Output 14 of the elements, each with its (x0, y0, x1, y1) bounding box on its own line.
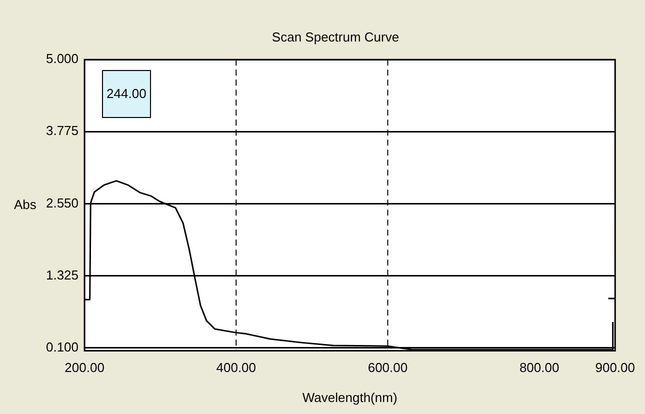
y-tick-label: 2.550 (46, 195, 79, 210)
x-tick-label: 600.00 (368, 360, 408, 376)
x-tick-label: 400.00 (216, 360, 256, 376)
y-tick-label: 1.325 (46, 267, 79, 282)
x-tick-label: 800.00 (519, 360, 560, 376)
chart-title: Scan Spectrum Curve (272, 29, 400, 44)
y-tick-label: 0.100 (46, 339, 79, 354)
y-axis-title: Abs (14, 196, 37, 212)
label-box: 244.00 (102, 70, 152, 118)
x-tick-label: 200.00 (64, 360, 104, 376)
x-axis-title: Wavelength(nm) (302, 390, 398, 405)
y-tick-label: 3.775 (46, 123, 79, 138)
x-tick-label: 900.00 (595, 360, 635, 376)
y-tick-label: 5.000 (46, 51, 79, 66)
